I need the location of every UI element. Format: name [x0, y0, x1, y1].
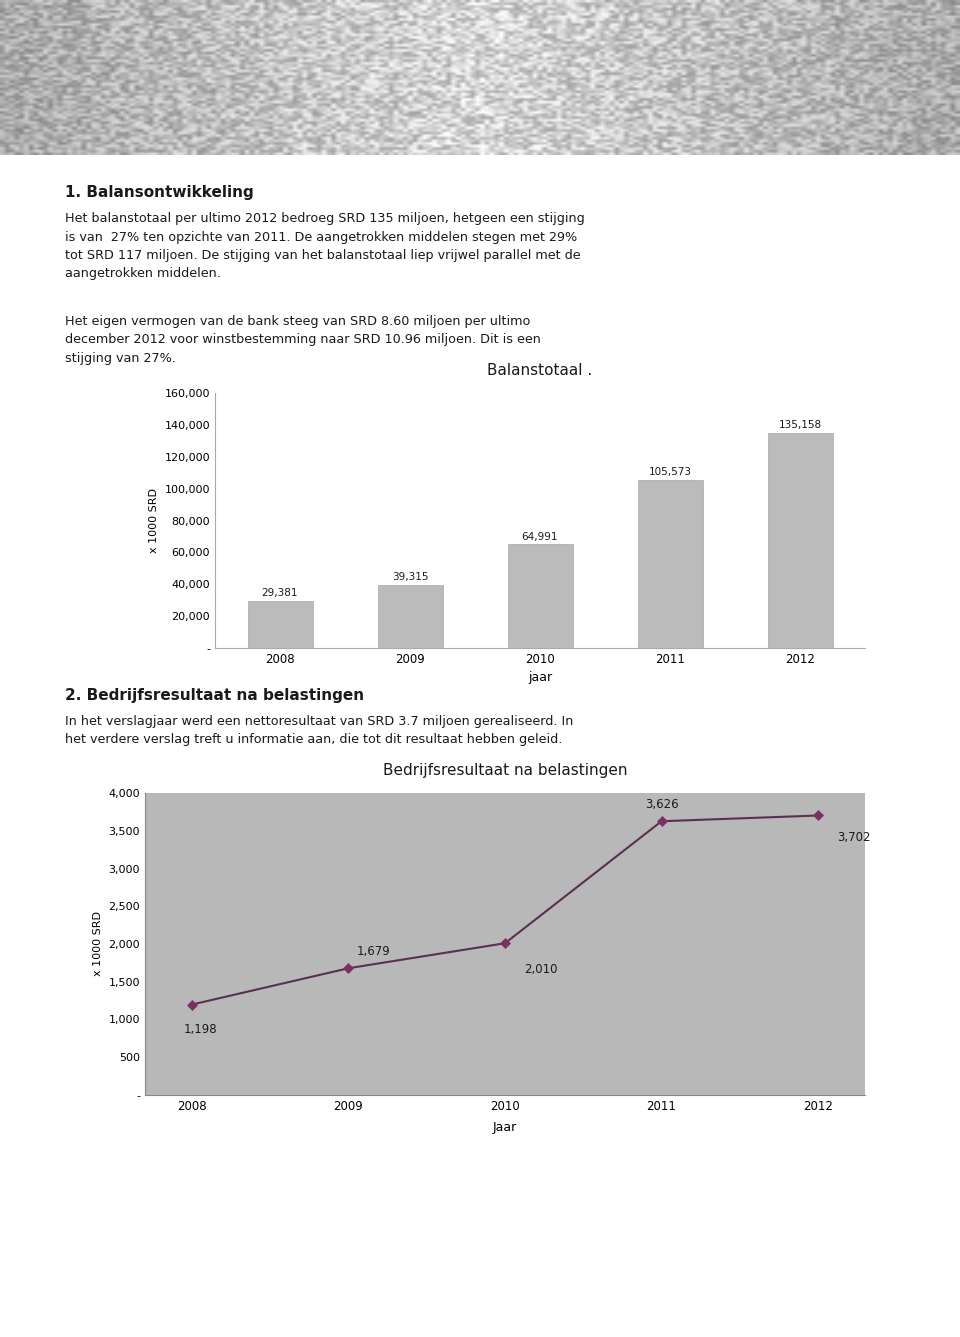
Text: 39,315: 39,315 [392, 572, 428, 583]
Bar [508, 544, 572, 648]
Text: In het verslagjaar werd een nettoresultaat van SRD 3.7 miljoen gerealiseerd. In
: In het verslagjaar werd een nettoresulta… [65, 715, 573, 746]
Text: 1,198: 1,198 [184, 1023, 218, 1036]
Y-axis label: x 1000 SRD: x 1000 SRD [93, 912, 103, 976]
Text: 12: 12 [483, 1297, 512, 1317]
Text: 135,158: 135,158 [779, 420, 822, 429]
Text: Bedrijfsresultaat na belastingen: Bedrijfsresultaat na belastingen [383, 763, 627, 778]
Text: 2. Bedrijfsresultaat na belastingen: 2. Bedrijfsresultaat na belastingen [65, 689, 364, 703]
Text: 29,381: 29,381 [262, 588, 299, 598]
Bar [637, 480, 703, 648]
Text: Balanstotaal .: Balanstotaal . [488, 364, 592, 378]
Y-axis label: x 1000 SRD: x 1000 SRD [149, 488, 159, 554]
Bar [377, 586, 443, 648]
Text: Het eigen vermogen van de bank steeg van SRD 8.60 miljoen per ultimo
december 20: Het eigen vermogen van de bank steeg van… [65, 316, 540, 365]
Text: 3,626: 3,626 [645, 798, 679, 812]
Bar [248, 602, 313, 648]
Text: 1. Balansontwikkeling: 1. Balansontwikkeling [65, 185, 253, 201]
Text: 64,991: 64,991 [521, 532, 559, 541]
Text: Het balanstotaal per ultimo 2012 bedroeg SRD 135 miljoen, hetgeen een stijging
i: Het balanstotaal per ultimo 2012 bedroeg… [65, 213, 585, 281]
X-axis label: Jaar: Jaar [492, 1122, 517, 1134]
Text: 3,702: 3,702 [837, 830, 871, 844]
Text: 1,679: 1,679 [356, 945, 390, 959]
Bar [767, 433, 832, 648]
Text: 105,573: 105,573 [649, 467, 691, 477]
Wedge shape [430, 1269, 493, 1277]
Text: 2,010: 2,010 [524, 963, 558, 976]
X-axis label: jaar: jaar [528, 671, 552, 685]
